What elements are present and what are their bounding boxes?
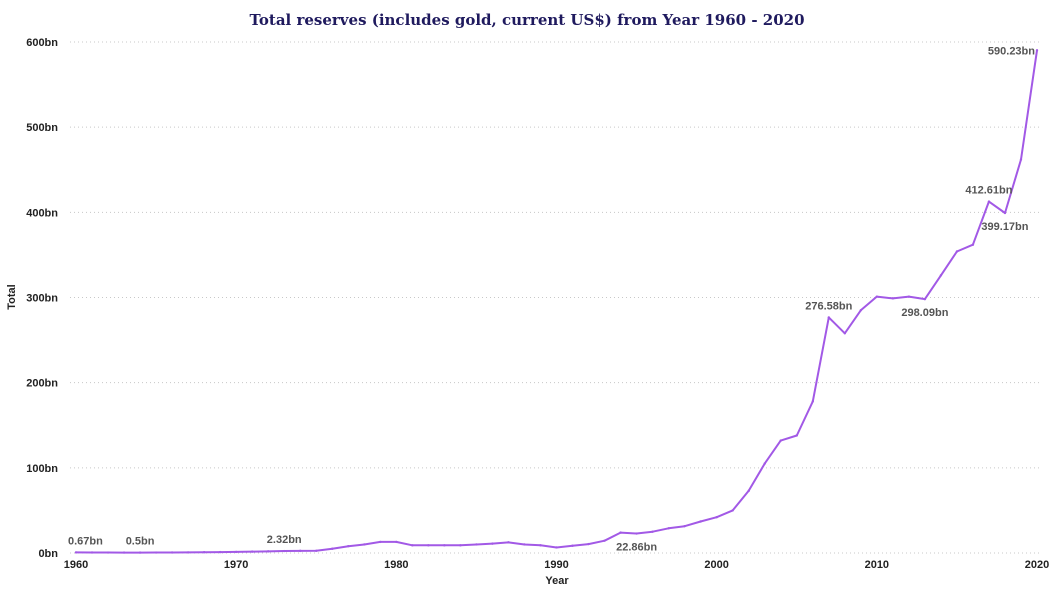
data-point <box>859 309 863 312</box>
data-point <box>170 551 174 554</box>
data-point <box>218 550 222 554</box>
x-tick-label: 2000 <box>704 559 728 571</box>
y-axis-ticks: 0bn 100bn 200bn 300bn 400bn 500bn 600bn <box>26 37 58 560</box>
data-label: 0.5bn <box>126 536 155 548</box>
data-point <box>379 540 382 544</box>
data-point <box>1035 49 1039 52</box>
data-point <box>491 542 494 545</box>
y-axis-title: Total <box>6 284 18 309</box>
data-point <box>811 400 814 403</box>
data-point <box>603 539 606 542</box>
y-tick-label: 500bn <box>26 122 58 134</box>
data-point <box>395 540 398 544</box>
data-label: 276.58bn <box>805 300 852 312</box>
data-point <box>715 516 718 519</box>
data-point <box>763 462 766 465</box>
data-point <box>154 551 158 554</box>
data-point <box>363 543 366 546</box>
data-point <box>523 543 526 546</box>
data-point <box>267 550 270 553</box>
data-point <box>923 297 927 301</box>
y-tick-label: 200bn <box>26 378 58 390</box>
y-tick-label: 300bn <box>26 293 58 305</box>
data-point <box>971 243 975 246</box>
y-tick-label: 100bn <box>26 463 58 475</box>
series-line <box>75 49 1038 554</box>
x-tick-label: 2010 <box>865 559 889 571</box>
x-axis-title: Year <box>545 575 569 587</box>
y-tick-label: 0bn <box>38 548 58 560</box>
data-point <box>699 520 702 523</box>
data-point <box>74 551 78 554</box>
data-point <box>875 295 879 298</box>
data-point <box>90 551 94 554</box>
data-label: 298.09bn <box>901 307 948 319</box>
data-point <box>891 297 895 300</box>
data-point <box>1019 158 1023 161</box>
data-labels: 0.67bn 0.5bn 2.32bn 22.86bn 276.58bn 298.09bn… <box>68 45 1035 553</box>
y-tick-label: 600bn <box>26 37 58 49</box>
data-point <box>507 541 510 544</box>
data-point <box>683 524 686 528</box>
data-point <box>651 530 654 533</box>
x-tick-label: 1960 <box>64 559 88 571</box>
data-point <box>987 200 991 203</box>
data-point <box>555 546 558 549</box>
data-point <box>779 439 782 442</box>
data-point <box>795 434 798 437</box>
data-point <box>122 551 126 554</box>
data-point <box>283 549 286 553</box>
data-label: 399.17bn <box>981 221 1028 233</box>
x-tick-label: 2020 <box>1025 559 1049 571</box>
data-point <box>186 551 190 554</box>
data-label: 412.61bn <box>965 185 1012 197</box>
data-label: 22.86bn <box>616 542 657 554</box>
y-tick-label: 400bn <box>26 207 58 219</box>
chart-title: Total reserves (includes gold, current U… <box>249 11 804 29</box>
data-point <box>250 550 254 553</box>
data-point <box>587 542 590 546</box>
data-point <box>202 551 206 554</box>
x-tick-label: 1970 <box>224 559 248 571</box>
data-point <box>475 543 478 546</box>
data-point <box>299 549 302 553</box>
data-point <box>411 544 414 547</box>
x-tick-label: 1980 <box>384 559 408 571</box>
data-point <box>315 549 318 552</box>
data-label: 590.23bn <box>988 45 1035 57</box>
data-point <box>459 544 462 547</box>
data-point <box>843 332 846 335</box>
data-point <box>539 544 542 547</box>
data-label: 0.67bn <box>68 535 103 547</box>
data-label: 2.32bn <box>267 534 302 546</box>
data-point <box>667 527 670 530</box>
data-point <box>731 509 734 512</box>
x-tick-label: 1990 <box>544 559 568 571</box>
data-point <box>827 316 830 319</box>
data-point <box>619 531 622 534</box>
x-axis-ticks: 1960 1970 1980 1990 2000 2010 2020 <box>64 559 1049 571</box>
series-layer <box>74 49 1039 554</box>
data-point <box>1003 211 1007 215</box>
data-point <box>331 547 334 550</box>
data-point <box>955 250 959 253</box>
data-point <box>347 544 350 548</box>
data-point <box>747 489 750 493</box>
data-point <box>427 544 430 547</box>
data-point <box>907 295 911 298</box>
data-point <box>106 551 110 554</box>
data-point <box>571 544 574 547</box>
data-point <box>234 550 238 554</box>
data-point <box>138 551 142 554</box>
data-point <box>939 274 943 277</box>
data-point <box>443 544 446 547</box>
data-point <box>635 532 638 535</box>
